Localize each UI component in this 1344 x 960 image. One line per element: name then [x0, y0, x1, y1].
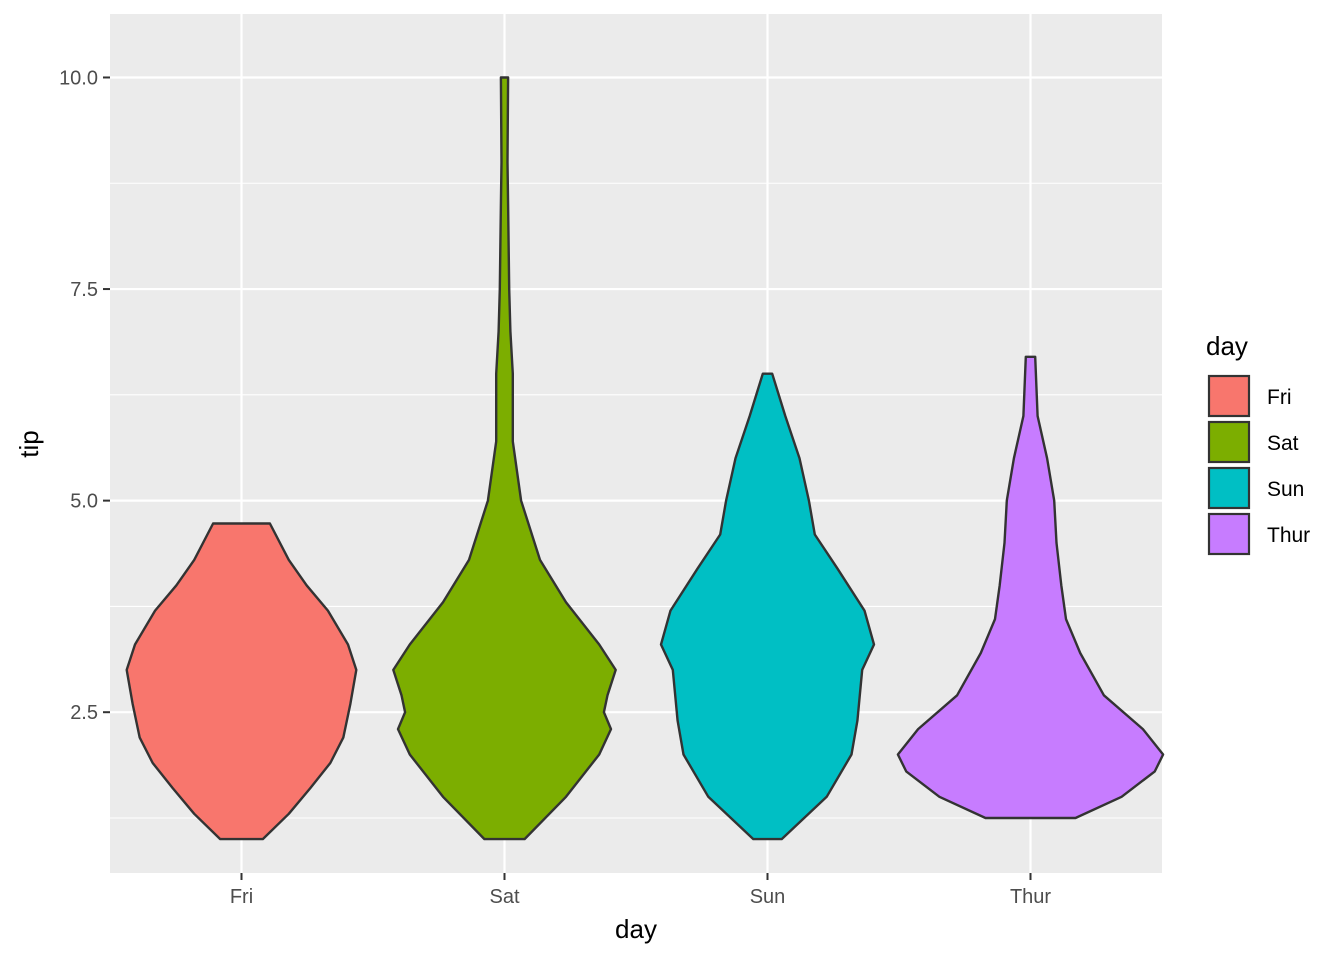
y-axis: 2.5 5.0 7.5 10.0: [59, 67, 110, 724]
x-tick-label: Thur: [1010, 886, 1051, 908]
legend-title: day: [1206, 331, 1248, 361]
violin-fri: [125, 522, 358, 841]
legend-label-sat: Sat: [1267, 432, 1299, 455]
y-tick-label: 10.0: [59, 67, 98, 89]
violins: [125, 76, 1165, 841]
legend-swatch-sat: [1207, 420, 1251, 464]
violin-sun: [659, 372, 876, 841]
legend: day Fri Sat Sun Thur: [1206, 331, 1310, 556]
legend-label-sun: Sun: [1267, 478, 1304, 501]
y-axis-title: tip: [14, 430, 44, 457]
x-axis-title: day: [615, 914, 657, 944]
y-tick-label: 5.0: [70, 491, 98, 513]
y-tick-label: 2.5: [70, 702, 98, 724]
legend-label-fri: Fri: [1267, 386, 1292, 409]
violin-thur: [896, 355, 1165, 820]
x-tick-label: Sun: [750, 886, 786, 908]
violin-sat: [392, 76, 617, 841]
legend-swatch-fri: [1207, 374, 1251, 418]
legend-label-thur: Thur: [1267, 524, 1310, 547]
x-tick-label: Sat: [489, 886, 519, 908]
legend-swatch-thur: [1207, 512, 1251, 556]
x-axis: Fri Sat Sun Thur: [230, 873, 1051, 908]
y-tick-label: 7.5: [70, 279, 98, 301]
x-tick-label: Fri: [230, 886, 253, 908]
legend-swatch-sun: [1207, 466, 1251, 510]
